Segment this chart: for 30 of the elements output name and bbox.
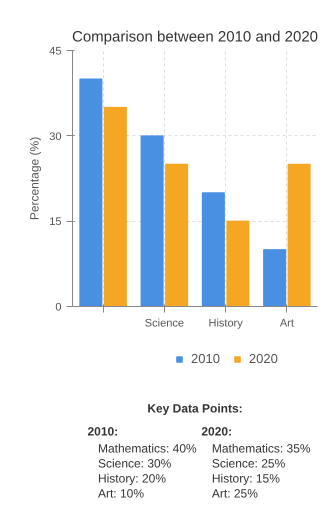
bar: [165, 164, 188, 306]
bar: [79, 78, 102, 306]
text: Science: 25%: [212, 456, 286, 470]
y-tick-label: 45: [49, 46, 62, 58]
chart-title: Comparison between 2010 and 2020: [72, 28, 318, 46]
y-tick-label: 30: [49, 130, 62, 143]
bar: [263, 249, 286, 306]
text: Mathematics: 35%: [212, 442, 311, 456]
bar: [288, 164, 311, 306]
text: 2010:: [87, 424, 118, 438]
text: Art: 25%: [212, 486, 258, 500]
text: Key Data Points:: [147, 402, 243, 416]
legend-label: 2020: [248, 351, 278, 366]
text: 2020:: [201, 424, 232, 438]
y-tick-label: 0: [55, 302, 62, 314]
text: Science: 30%: [98, 456, 172, 470]
bar: [140, 135, 164, 306]
text: History: 15%: [212, 472, 280, 486]
x-tick-label: History: [208, 318, 244, 330]
y-tick-label: 15: [49, 216, 62, 228]
x-tick-label: Art: [280, 318, 294, 330]
y-axis-title: Percentage (%): [27, 136, 42, 220]
text: Mathematics: 40%: [98, 442, 198, 456]
x-tick-label: Science: [144, 318, 184, 330]
bar: [226, 220, 250, 306]
bar: [202, 192, 225, 306]
text: History: 20%: [98, 472, 166, 486]
legend-label: 2010: [191, 351, 220, 366]
bar: [104, 106, 127, 306]
text: Art: 10%: [98, 486, 144, 500]
